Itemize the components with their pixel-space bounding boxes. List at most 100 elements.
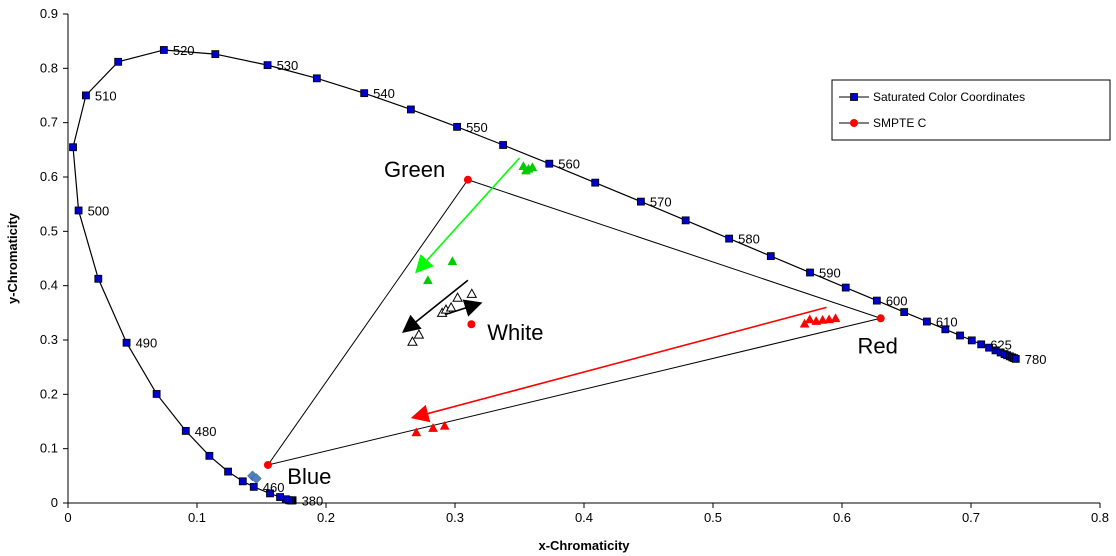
annotation-label: Green <box>384 157 445 182</box>
wavelength-label: 510 <box>95 88 117 103</box>
saturated-point <box>967 336 976 345</box>
wavelength-label: 625 <box>990 337 1012 352</box>
legend-label-saturated: Saturated Color Coordinates <box>873 90 1025 104</box>
saturated-point <box>205 451 214 460</box>
saturated-point <box>263 61 272 70</box>
x-tick-label: 0 <box>64 510 71 525</box>
saturated-point <box>82 91 90 100</box>
wavelength-label: 480 <box>195 424 217 439</box>
arrow <box>410 306 827 423</box>
saturated-point <box>74 206 83 215</box>
saturated-point <box>238 477 247 486</box>
saturated-point <box>872 296 881 305</box>
axis-ticks: 0 0.1 0.2 0.3 0.4 0.5 0.6 0.7 0.8 0 0.1 0.2 0.3 0.4 0.… <box>40 6 1109 525</box>
smpte-white-point <box>467 320 476 329</box>
white-measured-point <box>407 336 418 346</box>
saturated-point <box>69 143 77 152</box>
legend: Saturated Color Coordinates SMPTE C <box>831 79 1111 141</box>
wavelength-label: 580 <box>738 232 760 247</box>
green-measured-point <box>422 275 433 285</box>
annotation-label: White <box>487 320 543 345</box>
legend-label-smpte: SMPTE C <box>873 116 927 130</box>
wavelength-label: 610 <box>936 315 958 330</box>
saturated-point <box>636 197 645 206</box>
saturated-point <box>453 122 461 131</box>
y-tick-label: 0.5 <box>40 223 58 238</box>
y-tick-label: 0.1 <box>40 441 58 456</box>
y-tick-label: 0 <box>51 495 58 510</box>
saturated-point <box>766 252 775 261</box>
x-tick-label: 0.2 <box>317 510 335 525</box>
saturated-point <box>941 325 950 334</box>
red-measured-point <box>830 313 841 323</box>
wavelength-label: 490 <box>136 336 158 351</box>
saturated-point <box>249 482 258 491</box>
wavelength-label: 550 <box>466 120 488 135</box>
smpte-point <box>876 314 885 323</box>
wavelength-label: 380 <box>302 493 324 508</box>
y-tick-label: 0.8 <box>40 60 58 75</box>
saturated-point <box>94 274 103 283</box>
y-tick-label: 0.3 <box>40 332 58 347</box>
spectral-locus-line <box>72 49 1016 501</box>
saturated-point <box>312 74 321 83</box>
y-tick-label: 0.6 <box>40 169 58 184</box>
saturated-point <box>406 105 415 114</box>
white-measured-point <box>452 292 463 302</box>
smpte-triangle-line <box>266 179 881 466</box>
y-tick-label: 0.4 <box>40 278 58 293</box>
smpte-point <box>263 460 272 469</box>
x-tick-label: 0.7 <box>962 510 980 525</box>
saturated-point <box>360 89 369 98</box>
saturated-point <box>956 331 964 340</box>
red-measured-point <box>799 318 810 328</box>
saturated-point <box>806 268 814 277</box>
legend-marker-smpte <box>850 119 858 127</box>
wavelength-label: 780 <box>1025 352 1047 367</box>
x-tick-label: 0.4 <box>575 510 593 525</box>
x-tick-label: 0.5 <box>704 510 722 525</box>
saturated-point <box>211 50 220 58</box>
legend-marker-saturated <box>850 93 858 101</box>
red-measured-point <box>817 314 828 324</box>
wavelength-label: 540 <box>373 86 395 101</box>
wavelength-label: 530 <box>277 58 299 73</box>
wavelength-label: 500 <box>88 203 110 218</box>
saturated-point <box>224 467 232 476</box>
saturated-point <box>977 340 986 349</box>
wavelength-label: 460 <box>263 480 285 495</box>
plot-area: 380 460 480 490 500 510 520 530 540 550 560 570 580 5… <box>69 43 1047 508</box>
wavelength-label: 590 <box>819 266 841 281</box>
x-tick-label: 0.6 <box>833 510 851 525</box>
wavelength-label: 560 <box>558 157 580 172</box>
saturated-point <box>681 216 690 225</box>
green-measured-point <box>521 165 531 175</box>
saturated-point <box>1011 354 1020 363</box>
y-tick-label: 0.2 <box>40 386 58 401</box>
saturated-point <box>591 178 600 187</box>
x-tick-label: 0.3 <box>446 510 464 525</box>
white-measured-point <box>413 329 425 339</box>
saturated-point <box>499 141 508 149</box>
saturated-point <box>276 493 284 501</box>
x-tick-label: 0.1 <box>188 510 206 525</box>
annotation-label: Red <box>857 334 897 359</box>
annotation-label: Blue <box>287 464 331 489</box>
red-measured-point <box>411 427 422 437</box>
y-axis-title: y-Chromaticity <box>5 212 20 304</box>
saturated-point <box>725 234 734 243</box>
saturated-point <box>841 283 850 292</box>
red-measured-point <box>439 420 450 430</box>
x-tick-label: 0.8 <box>1091 510 1109 525</box>
saturated-point <box>159 46 168 54</box>
saturated-point <box>122 338 131 347</box>
smpte-point <box>463 175 472 184</box>
saturated-point <box>545 159 554 168</box>
saturated-point <box>152 390 161 398</box>
red-measured-point <box>428 423 438 432</box>
green-measured-point <box>447 256 458 266</box>
white-measured-point <box>445 301 457 312</box>
saturated-point <box>900 308 909 316</box>
